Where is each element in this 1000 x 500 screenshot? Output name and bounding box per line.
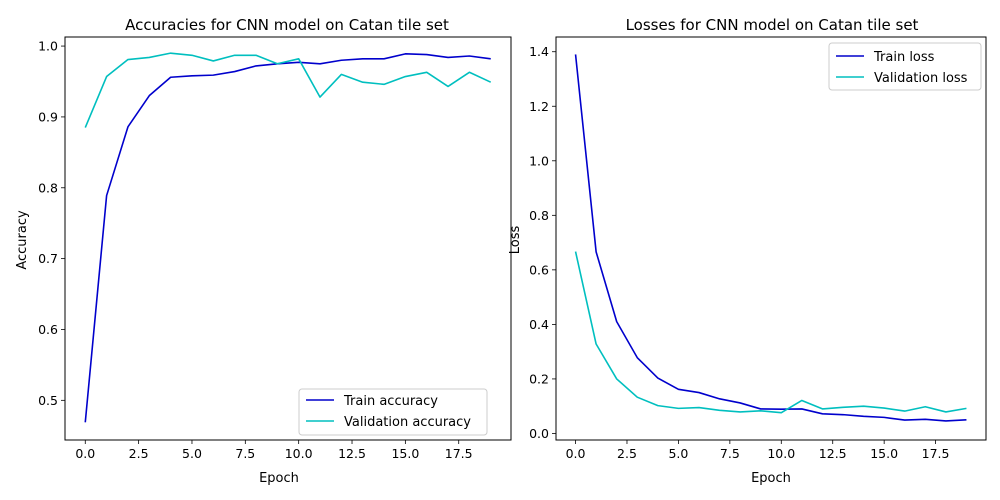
series-lines	[84, 52, 492, 423]
x-axis-ticks: 0.0 2.5 5.0 7.5 10.0 12.5 15.0 17.5	[566, 440, 950, 461]
y-tick-label: 0.2	[529, 371, 549, 386]
y-tick-label: 0.6	[38, 322, 58, 337]
y-tick-label: 0.4	[529, 317, 549, 332]
x-tick-label: 10.0	[767, 446, 795, 461]
plot-area	[556, 37, 986, 440]
x-axis-label: Epoch	[751, 471, 791, 486]
y-tick-label: 1.0	[38, 39, 58, 54]
x-tick-label: 17.5	[922, 446, 950, 461]
y-axis-ticks: 0.5 0.6 0.7 0.8 0.9 1.0	[38, 39, 65, 408]
x-tick-label: 7.5	[720, 446, 740, 461]
x-tick-label: 0.0	[75, 446, 95, 461]
chart-title: Accuracies for CNN model on Catan tile s…	[125, 16, 449, 34]
series-line-validation-accuracy	[84, 52, 492, 128]
x-tick-label: 7.5	[235, 446, 255, 461]
series-line-validation-loss	[574, 251, 967, 414]
legend-label-train-accuracy: Train accuracy	[343, 394, 438, 409]
series-line-train-accuracy	[84, 53, 491, 423]
x-tick-label: 2.5	[129, 446, 149, 461]
legend-label-validation-accuracy: Validation accuracy	[344, 415, 471, 430]
y-tick-label: 1.0	[529, 153, 549, 168]
x-tick-label: 17.5	[445, 446, 473, 461]
chart-title: Losses for CNN model on Catan tile set	[626, 16, 919, 34]
y-tick-label: 0.6	[529, 262, 549, 277]
plot-area	[65, 37, 511, 440]
y-tick-label: 1.4	[529, 44, 549, 59]
loss-chart: Losses for CNN model on Catan tile set 0…	[508, 16, 987, 486]
x-tick-label: 15.0	[870, 446, 898, 461]
y-tick-label: 1.2	[529, 99, 549, 114]
plot-frame	[64, 36, 512, 441]
y-tick-label: 0.8	[529, 208, 549, 223]
x-tick-label: 5.0	[182, 446, 202, 461]
accuracy-chart: Accuracies for CNN model on Catan tile s…	[15, 16, 512, 486]
y-tick-label: 0.5	[38, 393, 58, 408]
y-tick-label: 0.8	[38, 180, 58, 195]
x-tick-label: 12.5	[338, 446, 366, 461]
y-axis-label: Loss	[508, 226, 523, 255]
legend: Train accuracy Validation accuracy	[298, 388, 488, 436]
y-tick-label: 0.9	[38, 109, 58, 124]
y-tick-label: 0.0	[529, 426, 549, 441]
x-tick-label: 12.5	[819, 446, 847, 461]
x-axis-label: Epoch	[259, 471, 299, 486]
series-line-train-loss	[574, 54, 967, 422]
x-tick-label: 15.0	[391, 446, 419, 461]
y-axis-label: Accuracy	[15, 210, 30, 270]
legend-label-train-loss: Train loss	[873, 50, 935, 65]
plot-frame	[555, 36, 987, 441]
x-tick-label: 0.0	[566, 446, 586, 461]
y-tick-label: 0.7	[38, 251, 58, 266]
legend: Train loss Validation loss	[828, 42, 982, 91]
x-tick-label: 10.0	[285, 446, 313, 461]
x-tick-label: 5.0	[668, 446, 688, 461]
y-axis-ticks: 0.0 0.2 0.4 0.6 0.8 1.0 1.2 1.4	[529, 44, 556, 441]
series-lines	[574, 54, 967, 422]
x-tick-label: 2.5	[617, 446, 637, 461]
legend-box	[828, 42, 982, 91]
x-axis-ticks: 0.0 2.5 5.0 7.5 10.0 12.5 15.0 17.5	[75, 440, 473, 461]
legend-label-validation-loss: Validation loss	[874, 71, 968, 86]
legend-box	[298, 388, 488, 436]
